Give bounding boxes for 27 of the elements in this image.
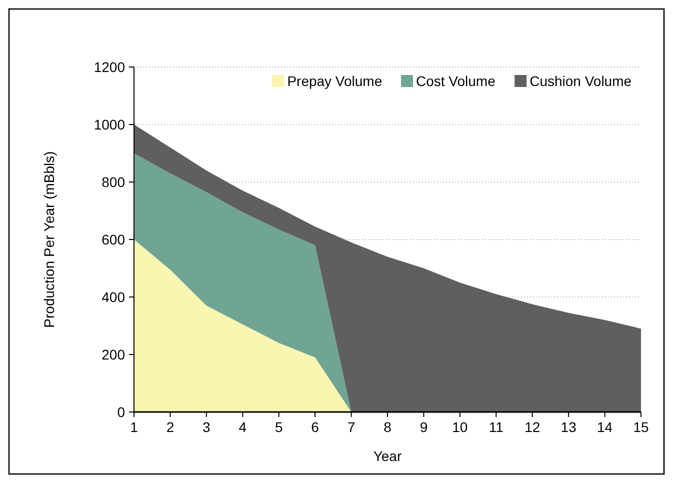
x-tick-label: 3 <box>202 419 211 435</box>
x-tick-label: 5 <box>274 419 283 435</box>
x-tick-label: 10 <box>452 419 468 435</box>
x-tick-label: 15 <box>633 419 649 435</box>
y-tick-label: 400 <box>102 288 126 305</box>
x-tick-label: 7 <box>347 419 356 435</box>
y-tick-label: 0 <box>117 404 126 420</box>
y-tick-label: 600 <box>102 231 126 248</box>
x-tick-label: 9 <box>420 419 428 435</box>
y-tick-label: 1200 <box>94 58 126 75</box>
x-tick-label: 14 <box>596 419 613 435</box>
x-tick-label: 11 <box>488 419 504 435</box>
x-axis-title: Year <box>373 448 402 464</box>
x-tick-label: 4 <box>238 419 247 435</box>
legend-label: Cost Volume <box>416 72 496 89</box>
x-tick-label: 1 <box>130 419 138 435</box>
x-tick-label: 12 <box>524 419 540 435</box>
x-tick-label: 13 <box>560 419 577 435</box>
legend-label: Cushion Volume <box>530 72 632 89</box>
legend-label: Prepay Volume <box>287 72 382 89</box>
y-tick-label: 200 <box>102 346 126 362</box>
x-tick-label: 8 <box>384 419 392 435</box>
y-tick-label: 1000 <box>94 116 126 132</box>
y-axis-title: Production Per Year (mBbls) <box>41 151 57 328</box>
y-tick-label: 800 <box>102 174 126 190</box>
x-tick-label: 2 <box>166 419 174 435</box>
x-tick-label: 6 <box>311 419 320 435</box>
